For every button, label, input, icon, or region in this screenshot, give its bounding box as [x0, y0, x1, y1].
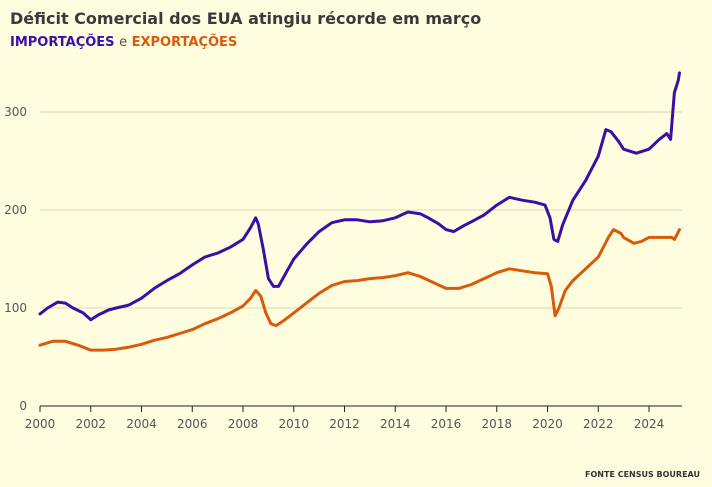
tick-labels: 0 100 200 300 2000 2002 2004 2006 2008 2010 2012 20… [4, 105, 664, 431]
x-tick-label: 2006 [177, 417, 208, 431]
series-line-imports [38, 71, 681, 322]
y-tick-label: 0 [19, 399, 27, 413]
x-tick-label: 2002 [75, 417, 106, 431]
x-tick-label: 2022 [583, 417, 614, 431]
series-lines [38, 71, 681, 352]
x-tick-label: 2014 [380, 417, 411, 431]
y-tick-label: 200 [4, 203, 27, 217]
x-tick-label: 2000 [25, 417, 56, 431]
x-tick-label: 2010 [278, 417, 309, 431]
x-tick-label: 2024 [634, 417, 665, 431]
y-tick-label: 300 [4, 105, 27, 119]
legend-conjunction: e [119, 35, 128, 50]
x-tick-label: 2008 [228, 417, 259, 431]
source-note: FONTE CENSUS BOUREAU [585, 470, 700, 479]
x-tick-label: 2012 [329, 417, 360, 431]
axes [39, 405, 682, 412]
chart-subtitle: IMPORTAÇÕES e EXPORTAÇÕES [10, 35, 237, 50]
chart-title: Déficit Comercial dos EUA atingiu récord… [10, 9, 482, 28]
legend-exports-label: EXPORTAÇÕES [131, 35, 238, 50]
y-tick-label: 100 [4, 301, 27, 315]
x-tick-label: 2016 [431, 417, 462, 431]
legend-imports-label: IMPORTAÇÕES [10, 35, 115, 50]
series-line-exports [38, 228, 681, 352]
x-tick-label: 2004 [126, 417, 157, 431]
x-tick-label: 2018 [481, 417, 512, 431]
x-tick-label: 2020 [532, 417, 563, 431]
grid-lines [40, 111, 682, 309]
